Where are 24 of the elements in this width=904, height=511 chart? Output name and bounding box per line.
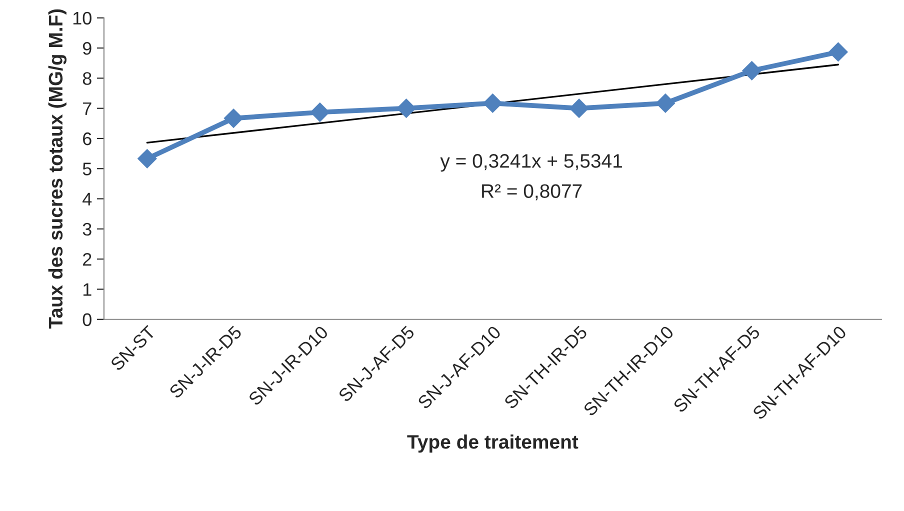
y-tick-label: 8 (82, 72, 92, 85)
point (828, 42, 848, 62)
point (570, 98, 589, 118)
y-tick-label: 5 (82, 162, 92, 176)
y-tick-label: 3 (82, 222, 92, 236)
point (310, 102, 330, 122)
y-tick-label: 6 (83, 132, 92, 146)
annotation: y = 0,3241x + 5,5341 (440, 154, 622, 172)
y-axis-title: Taux des sucres totaux (MG/g M.F) (48, 9, 67, 329)
point (138, 149, 157, 168)
point (483, 94, 502, 113)
point (656, 94, 675, 113)
y-tick-label: 10 (73, 12, 92, 25)
y-tick-label: 4 (82, 192, 92, 206)
y-tick-label: 7 (83, 102, 92, 115)
y-tick-label: 2 (83, 253, 92, 266)
annotation: R² = 0,8077 (482, 184, 582, 200)
y-tick-label: 0 (82, 313, 92, 326)
point (224, 108, 244, 128)
x-axis-title: Type de traitement (407, 434, 578, 453)
point (396, 98, 416, 118)
y-tick-label: 9 (82, 42, 92, 55)
point (742, 61, 762, 80)
y-tick-label: 1 (83, 283, 92, 296)
